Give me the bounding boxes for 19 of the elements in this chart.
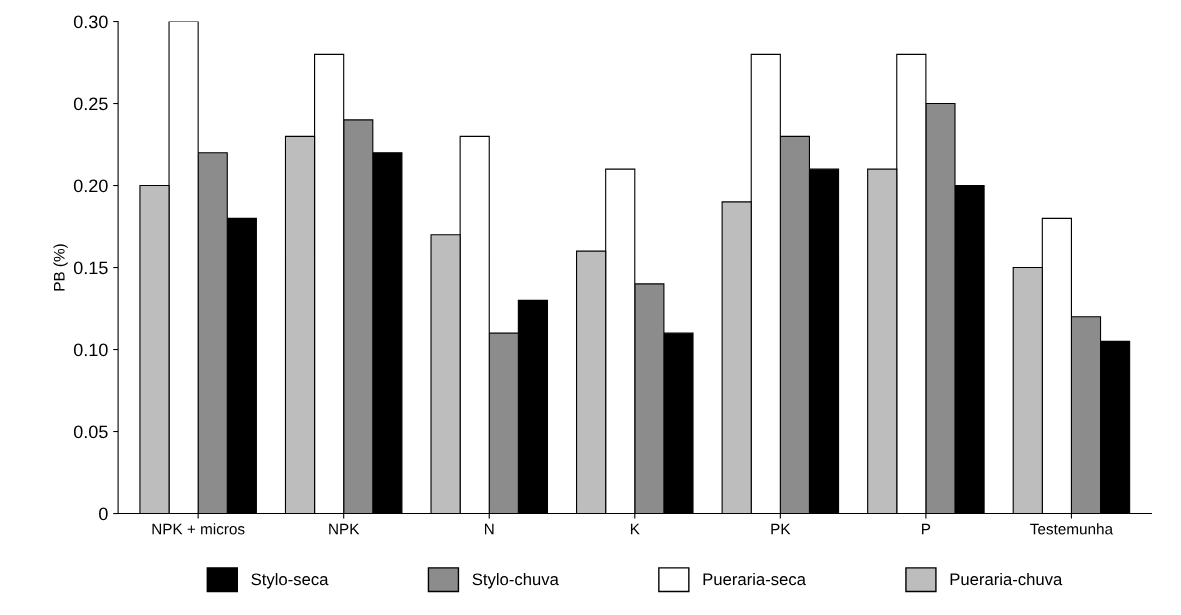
x-tick-label: NPK + micros — [152, 523, 245, 535]
x-tick-label: Testemunha — [1030, 523, 1114, 535]
x-tick-label: P — [922, 523, 931, 535]
y-tick-label: 0.20 — [73, 179, 108, 193]
x-tick-label: PK — [771, 523, 791, 535]
x-tick-label: N — [484, 523, 494, 535]
y-tick-label: 0.10 — [73, 343, 108, 357]
legend-label: Stylo-seca — [251, 572, 329, 589]
y-tick-label: 0.25 — [73, 97, 108, 111]
legend-label: Pueraria-chuva — [950, 572, 1063, 586]
y-tick-label: 0 — [99, 507, 108, 521]
legend-label: Stylo-chuva — [472, 572, 559, 589]
y-tick-label: 0.15 — [73, 261, 108, 275]
y-tick-label: 0.05 — [73, 425, 108, 439]
y-tick-label: 0.30 — [73, 15, 108, 29]
x-tick-label: NPK — [329, 523, 360, 535]
y-axis-title: PB (%) — [53, 244, 68, 291]
x-tick-label: K — [630, 523, 640, 535]
legend-label: Pueraria-seca — [703, 572, 806, 586]
